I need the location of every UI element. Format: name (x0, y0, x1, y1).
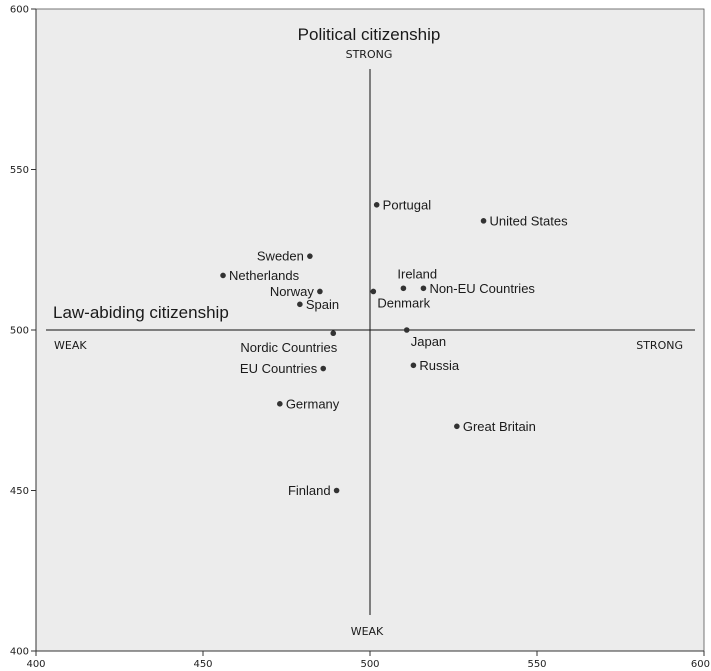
data-point-group: Great Britain (454, 419, 536, 434)
horizontal-strong-label: STRONG (636, 339, 683, 352)
x-tick-label: 500 (360, 659, 379, 670)
data-point (403, 327, 410, 333)
y-tick-label: 500 (10, 326, 29, 337)
y-tick-label: 600 (10, 5, 29, 16)
data-point (320, 365, 327, 372)
data-point-group: Russia (410, 358, 460, 373)
x-tick-label: 400 (26, 659, 45, 670)
data-point-label: Portugal (383, 197, 432, 212)
data-point-group: Non-EU Countries (420, 281, 535, 296)
horizontal-axis-title: Law-abiding citizenship (53, 303, 229, 322)
data-point-group: Netherlands (220, 268, 300, 283)
data-point-group: Norway (270, 284, 323, 299)
data-point-label: Denmark (377, 295, 430, 310)
data-point (333, 487, 340, 494)
data-point-group: Ireland (397, 266, 437, 292)
data-point-group: Spain (297, 297, 339, 312)
data-point (297, 301, 303, 308)
data-point (277, 401, 283, 407)
x-tick-label: 450 (193, 659, 212, 670)
vertical-weak-label: WEAK (351, 625, 384, 638)
vertical-strong-label: STRONG (346, 48, 393, 61)
data-point-label: Germany (286, 396, 340, 411)
data-point (330, 330, 337, 337)
data-point-label: Great Britain (463, 419, 536, 434)
data-point (410, 362, 417, 369)
data-point (480, 218, 487, 224)
data-point-group: Germany (277, 396, 340, 411)
y-tick-label: 450 (10, 486, 29, 497)
data-point-label: Japan (411, 334, 446, 349)
data-point-label: Russia (419, 358, 460, 373)
data-point-group: EU Countries (240, 361, 327, 376)
y-tick-label: 550 (10, 165, 29, 176)
data-point (317, 288, 323, 295)
data-point-label: Ireland (397, 266, 437, 281)
quadrant-lines (46, 69, 695, 615)
y-tick-label: 400 (10, 647, 29, 658)
data-point (373, 202, 380, 208)
annotations: Political citizenship STRONG WEAK Law-ab… (53, 25, 683, 638)
data-point-group: United States (480, 213, 569, 228)
data-point-group: Sweden (257, 249, 313, 264)
data-point-label: Norway (270, 284, 315, 299)
data-point-group: Denmark (370, 288, 431, 310)
vertical-axis-title: Political citizenship (298, 25, 441, 44)
data-points: Portugal United States Sweden Netherlands Ir… (220, 197, 568, 498)
data-point-label: Finland (288, 483, 331, 498)
data-point-label: EU Countries (240, 361, 318, 376)
data-point (370, 288, 377, 295)
data-point (307, 253, 313, 259)
data-point-label: Netherlands (229, 268, 300, 283)
axes: 400 450 500 550 600 400 450 500 550 600 (10, 5, 710, 671)
data-point (220, 272, 226, 279)
data-point-label: Non-EU Countries (429, 281, 535, 296)
data-point (420, 285, 427, 292)
data-point-label: Nordic Countries (240, 340, 337, 355)
data-point (454, 423, 460, 430)
data-point (400, 285, 407, 292)
data-point-group: Nordic Countries (240, 330, 338, 355)
x-tick-label: 550 (527, 659, 546, 670)
data-point-group: Finland (288, 483, 340, 498)
data-point-group: Portugal (373, 197, 432, 212)
data-point-group: Japan (403, 327, 446, 349)
data-point-label: United States (490, 213, 569, 228)
data-point-label: Sweden (257, 249, 304, 264)
x-tick-label: 600 (691, 659, 710, 670)
horizontal-weak-label: WEAK (54, 339, 87, 352)
data-point-label: Spain (306, 297, 339, 312)
